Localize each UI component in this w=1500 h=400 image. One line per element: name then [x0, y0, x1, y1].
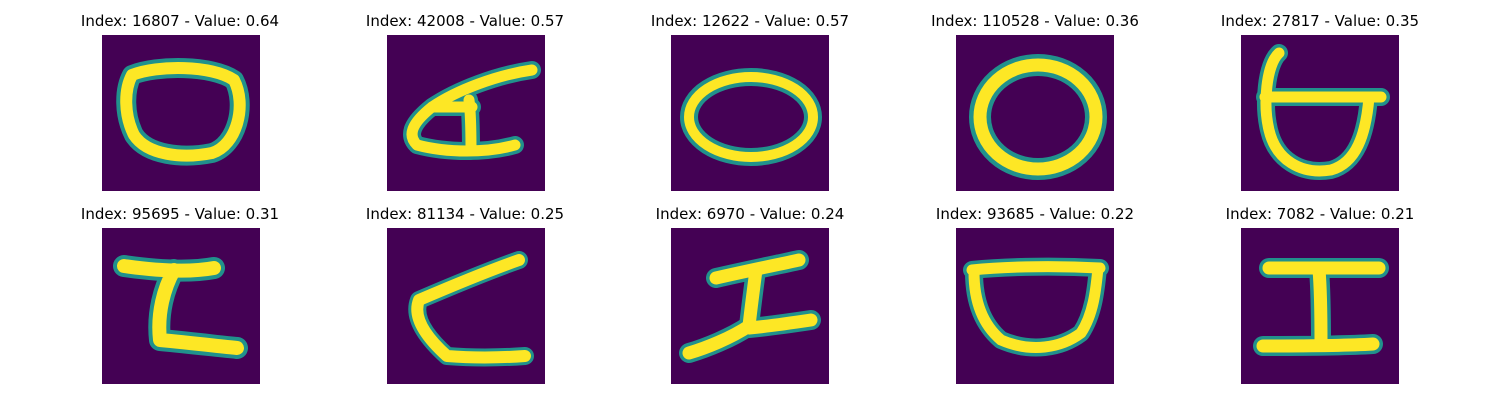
panel-title: Index: 42008 - Value: 0.57: [365, 12, 565, 30]
glyph-image: [956, 35, 1114, 191]
panel-title: Index: 16807 - Value: 0.64: [80, 12, 280, 30]
glyph-image: [671, 35, 829, 191]
panel-title: Index: 7082 - Value: 0.21: [1225, 205, 1415, 223]
panel-title: Index: 110528 - Value: 0.36: [931, 12, 1139, 30]
panel-title: Index: 95695 - Value: 0.31: [80, 205, 280, 223]
glyph-image: [956, 228, 1114, 384]
glyph-image: [102, 35, 260, 191]
panel-title: Index: 81134 - Value: 0.25: [365, 205, 565, 223]
glyph-image: [1241, 228, 1399, 384]
glyph-image: [387, 35, 545, 191]
glyph-image: [387, 228, 545, 384]
glyph-image: [671, 228, 829, 384]
glyph-image: [102, 228, 260, 384]
panel-title: Index: 93685 - Value: 0.22: [935, 205, 1135, 223]
panel-title: Index: 12622 - Value: 0.57: [650, 12, 850, 30]
panel-title: Index: 27817 - Value: 0.35: [1220, 12, 1420, 30]
panel-title: Index: 6970 - Value: 0.24: [655, 205, 845, 223]
glyph-image: [1241, 35, 1399, 191]
